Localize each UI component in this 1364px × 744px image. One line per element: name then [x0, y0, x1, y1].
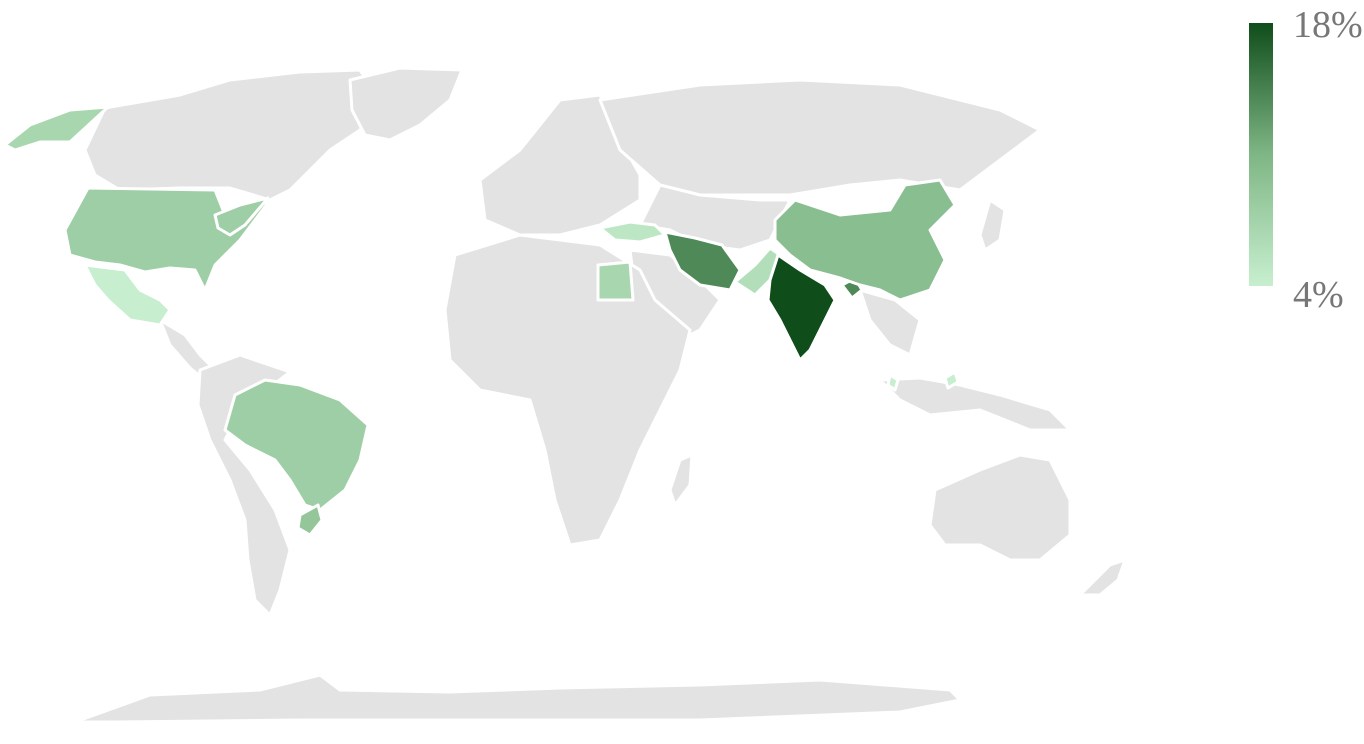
indonesia — [878, 376, 1072, 432]
antarctica — [73, 673, 962, 724]
country-turkey — [598, 220, 667, 244]
land-base — [73, 66, 1127, 724]
new-zealand — [1078, 558, 1127, 597]
country-india — [766, 253, 837, 362]
japan — [978, 198, 1007, 252]
europe — [478, 93, 642, 237]
madagascar — [668, 453, 694, 507]
legend-min-label: 4% — [1293, 274, 1344, 316]
legend-max-label: 18% — [1293, 4, 1363, 46]
country-mexico — [83, 263, 172, 327]
canada — [83, 68, 382, 202]
country-alaska — [3, 105, 110, 152]
country-malaysia — [886, 370, 960, 392]
russia — [598, 78, 1042, 197]
country-uruguay — [296, 503, 324, 537]
legend — [1249, 23, 1273, 286]
greenland — [348, 66, 464, 142]
country-china — [773, 178, 957, 302]
country-ne-us — [213, 196, 270, 237]
southeast-asia — [858, 288, 922, 357]
country-brazil — [223, 378, 370, 512]
legend-color-bar — [1249, 23, 1273, 286]
australia — [928, 453, 1072, 562]
country-iran — [663, 230, 742, 292]
highlighted-countries — [3, 105, 960, 537]
country-egypt — [596, 260, 635, 302]
africa — [443, 233, 692, 547]
